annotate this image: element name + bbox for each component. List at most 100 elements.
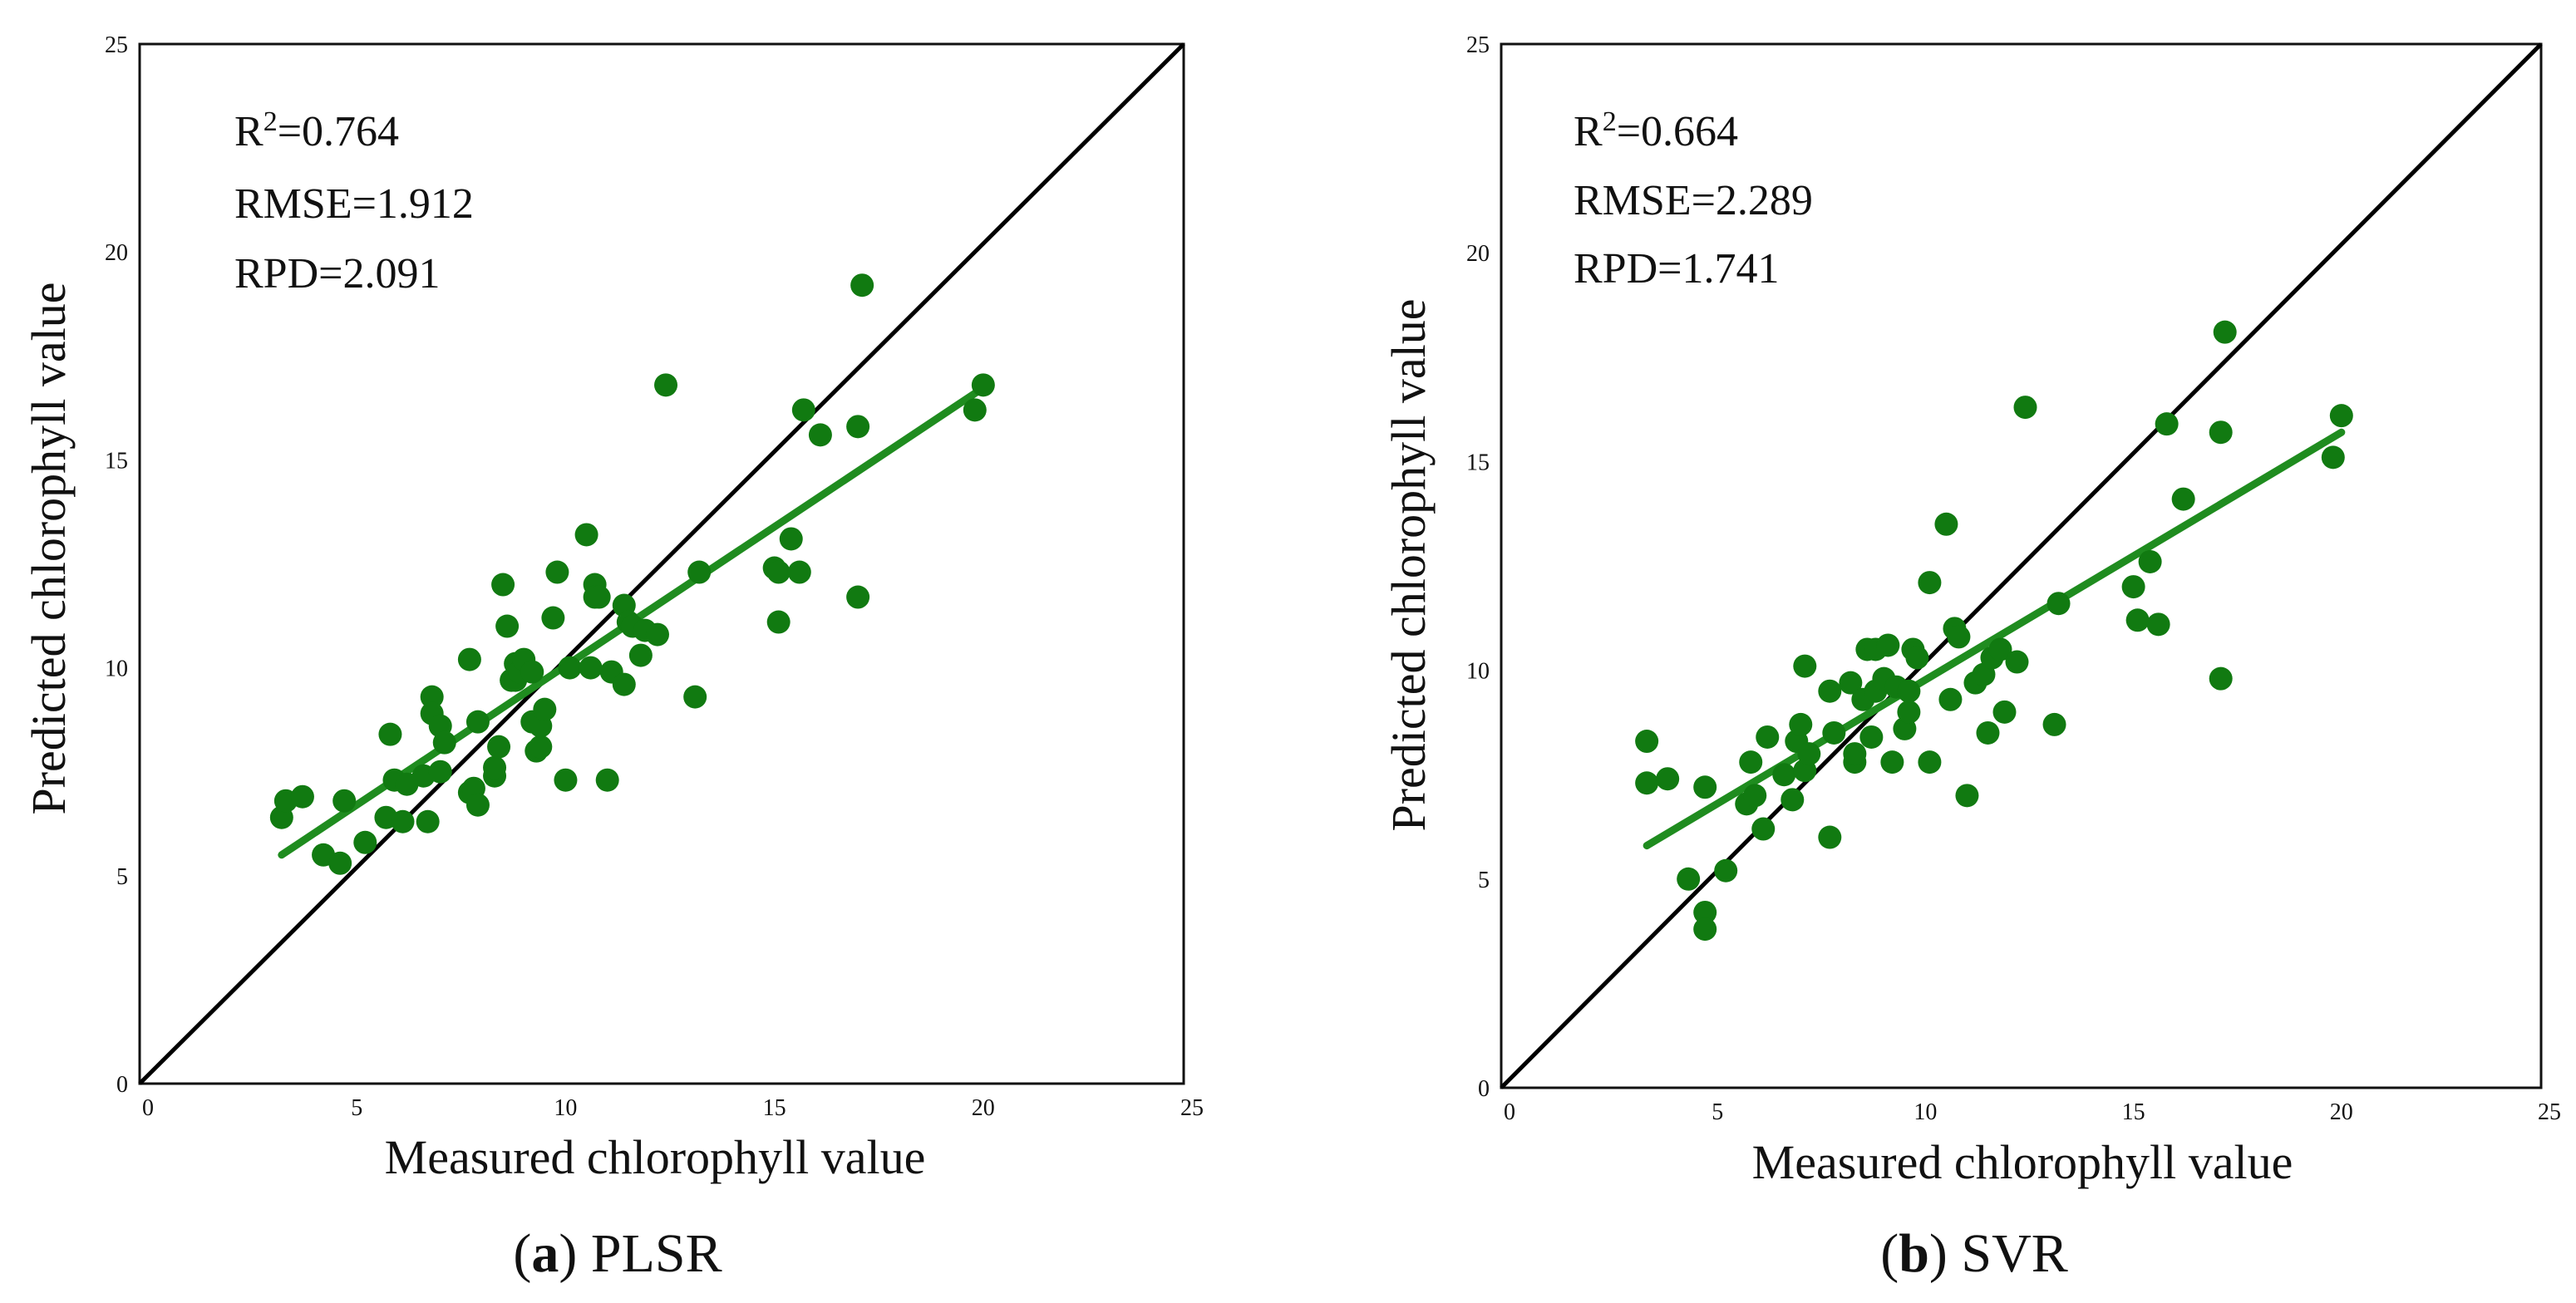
- data-point: [328, 851, 352, 875]
- data-point: [1693, 775, 1717, 799]
- x-axis-label: Measured chlorophyll value: [1752, 1135, 2293, 1189]
- data-point: [791, 398, 815, 422]
- y-axis-label: Predicted chlorophyll value: [1382, 298, 1436, 831]
- y-tick-label: 25: [105, 32, 128, 58]
- data-point: [1955, 784, 1979, 808]
- y-tick-label: 5: [1478, 868, 1490, 893]
- data-point: [628, 643, 653, 667]
- data-point: [416, 809, 440, 833]
- data-point: [465, 710, 490, 734]
- data-point: [1918, 571, 1942, 595]
- plot-frame: [138, 42, 1185, 1085]
- identity-line: [138, 42, 1185, 1085]
- stat-rmse: RMSE=1.912: [234, 180, 474, 228]
- data-point: [963, 398, 987, 422]
- data-point: [1793, 654, 1817, 678]
- data-point: [491, 573, 515, 597]
- data-point: [483, 755, 507, 779]
- y-tick-label: 25: [1466, 32, 1490, 58]
- regression-fit-line: [1643, 428, 2346, 850]
- y-tick-label: 15: [105, 448, 128, 474]
- data-point: [1822, 720, 1846, 745]
- data-point: [428, 760, 452, 784]
- data-point: [1897, 700, 1921, 724]
- panel-caption: (b) SVR: [1880, 1223, 2068, 1284]
- data-point: [2146, 612, 2170, 637]
- y-tick-label: 20: [105, 240, 128, 266]
- data-point: [1880, 750, 1904, 774]
- data-point: [420, 685, 444, 709]
- data-point: [574, 523, 598, 547]
- data-point: [687, 560, 712, 584]
- data-point: [487, 735, 511, 759]
- data-point: [558, 656, 582, 680]
- data-point: [332, 789, 357, 813]
- data-point: [846, 415, 870, 439]
- data-point: [766, 610, 791, 634]
- data-point: [495, 614, 520, 638]
- data-point: [846, 585, 870, 609]
- data-point: [1693, 900, 1717, 924]
- x-tick-label: 20: [2330, 1099, 2353, 1125]
- x-tick-label: 15: [2122, 1099, 2145, 1125]
- data-point: [2005, 650, 2029, 674]
- data-point: [654, 373, 678, 397]
- data-point: [1818, 825, 1842, 849]
- data-point: [529, 735, 553, 759]
- data-point: [2213, 320, 2237, 344]
- data-point: [545, 560, 569, 584]
- data-point: [1789, 712, 1813, 736]
- data-point: [2138, 549, 2162, 573]
- data-point: [1918, 750, 1942, 774]
- data-point: [1693, 917, 1717, 942]
- y-tick-label: 15: [1466, 450, 1490, 475]
- identity-line: [1500, 42, 2543, 1089]
- data-point: [290, 784, 314, 809]
- data-point: [1756, 725, 1780, 749]
- data-point: [2155, 412, 2179, 436]
- y-tick-label: 0: [116, 1072, 128, 1098]
- stat-r2: R2=0.664: [1574, 106, 1738, 156]
- data-point: [554, 768, 578, 792]
- data-point: [1905, 646, 1929, 670]
- data-point: [1897, 679, 1921, 703]
- data-point: [2042, 712, 2066, 736]
- plot-frame: [1500, 42, 2543, 1089]
- data-point: [1635, 771, 1659, 795]
- data-point: [541, 606, 565, 630]
- data-point: [1992, 700, 2017, 724]
- data-point: [595, 768, 619, 792]
- x-tick-label: 0: [142, 1095, 154, 1121]
- data-point: [520, 660, 544, 684]
- data-point: [1876, 633, 1900, 657]
- tick-labels: 0 5 10 15 20 25 0 5 10 15 20 25: [1466, 32, 2561, 1125]
- data-point: [1839, 671, 1863, 695]
- data-point: [587, 585, 611, 609]
- x-axis-label: Measured chlorophyll value: [385, 1130, 926, 1184]
- data-points: [1635, 320, 2353, 942]
- data-point: [2209, 666, 2233, 691]
- data-point: [391, 809, 415, 833]
- data-point: [1843, 742, 1867, 766]
- panel-caption: (a) PLSR: [513, 1223, 722, 1284]
- x-tick-label: 20: [972, 1095, 995, 1121]
- y-tick-label: 0: [1478, 1076, 1490, 1102]
- data-point: [1976, 720, 2000, 745]
- panel-a-plsr: 0 5 10 15 20 25 0 5 10 15 20 25 R2=0.764 RMSE=1.912…: [22, 32, 1204, 1284]
- data-point: [2209, 420, 2233, 445]
- y-axis-label: Predicted chlorophyll value: [22, 282, 76, 814]
- data-point: [1818, 679, 1842, 703]
- data-point: [533, 697, 557, 721]
- x-tick-label: 5: [351, 1095, 362, 1121]
- data-point: [378, 722, 402, 746]
- x-tick-label: 10: [1914, 1099, 1937, 1125]
- data-point: [2329, 404, 2353, 428]
- data-point: [683, 685, 707, 709]
- data-point: [457, 647, 481, 671]
- data-point: [1797, 742, 1821, 766]
- stat-rmse: RMSE=2.289: [1574, 177, 1813, 224]
- data-point: [850, 273, 874, 297]
- panel-b-svr: 0 5 10 15 20 25 0 5 10 15 20 25 R2=0.664 RMSE=2.289…: [1382, 32, 2561, 1284]
- y-tick-label: 20: [1466, 241, 1490, 267]
